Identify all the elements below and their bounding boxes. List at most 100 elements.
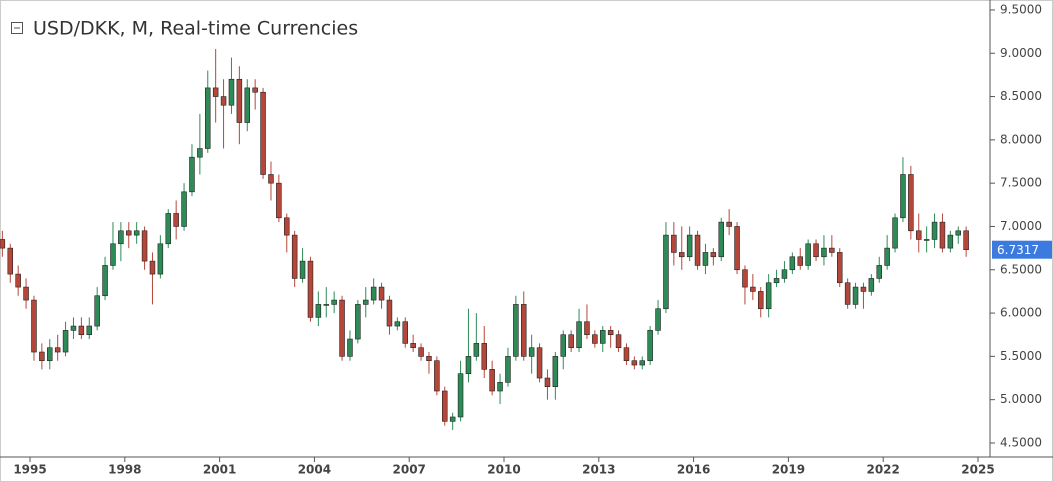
candle-body	[607, 330, 614, 336]
candle-body	[813, 243, 819, 258]
candle-body	[797, 256, 803, 266]
collapse-icon[interactable]	[11, 22, 23, 34]
candle-body	[947, 234, 954, 249]
candle-body	[244, 87, 251, 123]
candle-body	[347, 338, 353, 357]
candle-body	[449, 416, 456, 422]
candle-body	[268, 174, 274, 184]
y-tick-label: 7.0000	[1000, 219, 1042, 233]
candle-body	[15, 273, 21, 288]
candle-body	[718, 221, 724, 258]
candle-body	[908, 174, 914, 232]
candle-body	[307, 260, 314, 318]
candle-body	[118, 230, 124, 245]
candle-body	[7, 247, 14, 275]
candle-body	[892, 217, 898, 249]
x-tick-label: 2022	[866, 463, 899, 477]
y-tick-label: 6.5000	[1000, 262, 1042, 276]
candle-body	[236, 78, 243, 123]
candle-body	[465, 356, 472, 374]
candle-body	[315, 304, 322, 318]
candle-body	[62, 330, 69, 353]
x-tick-label: 2007	[393, 463, 426, 477]
candle-body	[378, 286, 385, 301]
candle-body	[900, 174, 906, 219]
candle-body	[94, 295, 100, 327]
candle-body	[876, 265, 882, 279]
candle-body	[173, 213, 179, 227]
candle-body	[860, 286, 867, 292]
candle-body	[765, 282, 772, 310]
candle-body	[442, 390, 448, 422]
candle-body	[252, 87, 258, 93]
candle-body	[955, 230, 961, 236]
candle-body	[505, 356, 511, 383]
candle-body	[402, 321, 409, 344]
candle-body	[133, 230, 140, 236]
candle-body	[844, 282, 851, 305]
candle-body	[299, 260, 306, 279]
x-tick-label: 2010	[487, 463, 520, 477]
candle-body	[671, 234, 677, 253]
candle-body	[544, 377, 551, 387]
candle-body	[576, 321, 582, 349]
candle-body	[276, 182, 282, 219]
candle-body	[47, 347, 53, 361]
candle-body	[836, 252, 843, 284]
candle-body	[149, 260, 156, 275]
x-tick-label: 2001	[203, 463, 236, 477]
candle-body	[141, 230, 148, 262]
candle-body	[418, 347, 424, 357]
candle-body	[23, 286, 29, 301]
price-tag	[992, 240, 1052, 259]
candle-body	[923, 239, 930, 241]
candle-body	[355, 304, 361, 340]
candle-body	[868, 278, 875, 292]
candle-body	[702, 252, 709, 266]
candle-body	[212, 87, 219, 97]
candle-body	[600, 330, 606, 344]
candle-body	[789, 256, 796, 271]
candle-body	[457, 373, 464, 418]
candle-body	[829, 247, 835, 253]
y-tick-label: 5.5000	[1000, 349, 1042, 363]
candle-body	[126, 230, 132, 236]
candle-body	[884, 247, 890, 266]
candle-body	[805, 243, 811, 266]
price-tag-label: 6.7317	[997, 243, 1039, 257]
candle-body	[410, 343, 416, 349]
candle-body	[623, 347, 630, 361]
candle-body	[31, 299, 37, 353]
candle-body	[291, 234, 298, 279]
x-tick-label: 1998	[108, 463, 141, 477]
candle-body	[513, 304, 519, 357]
candle-body	[363, 299, 369, 305]
chart-title: USD/DKK, M, Real-time Currencies	[33, 18, 358, 40]
candle-body	[655, 308, 661, 331]
candle-body	[181, 191, 187, 227]
candle-body	[757, 291, 764, 310]
x-tick-label: 1995	[13, 463, 46, 477]
x-tick-label: 2025	[961, 463, 994, 477]
candle-body	[165, 213, 172, 245]
candle-body	[939, 221, 946, 249]
candle-body	[394, 321, 401, 327]
candle-body	[726, 221, 732, 227]
y-tick-label: 6.0000	[1000, 306, 1042, 320]
candle-body	[497, 382, 503, 392]
candle-body	[915, 230, 922, 240]
candle-body	[370, 286, 377, 301]
candle-body	[323, 304, 330, 306]
candle-body	[70, 325, 77, 331]
candle-body	[331, 299, 337, 305]
candle-body	[489, 369, 495, 392]
candle-body	[742, 269, 748, 288]
candle-body	[426, 356, 432, 361]
candle-body	[260, 91, 266, 175]
candle-body	[110, 243, 116, 266]
candle-body	[339, 299, 345, 357]
y-tick-label: 5.0000	[1000, 392, 1042, 406]
candle-body	[663, 234, 669, 310]
candle-body	[39, 351, 45, 361]
